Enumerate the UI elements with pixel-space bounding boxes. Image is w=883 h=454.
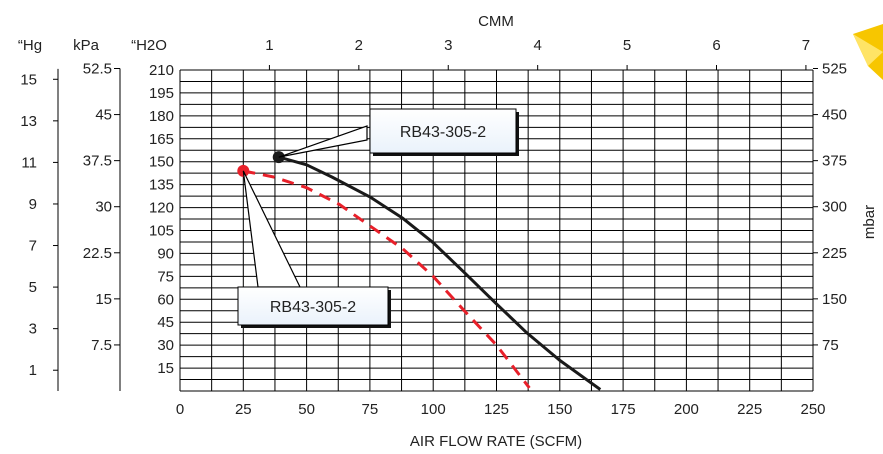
kpa-tick-label: 52.5 [83, 61, 112, 78]
logo-chevron-icon [853, 24, 883, 80]
h2o-tick-label: 180 [149, 108, 174, 125]
h2o-tick-label: 45 [157, 314, 174, 331]
series-line-1 [278, 155, 602, 391]
top-tick-label: 3 [444, 37, 452, 54]
hg-tick-label: 11 [21, 154, 37, 171]
x-tick-label: 200 [674, 401, 699, 418]
top-tick-label: 4 [533, 37, 541, 54]
kpa-tick-label: 30 [95, 199, 112, 216]
hg-tick-label: 7 [29, 238, 37, 255]
x-axis-title: AIR FLOW RATE (SCFM) [410, 433, 582, 450]
top-tick-label: 1 [265, 37, 273, 54]
kpa-tick-label: 7.5 [91, 337, 112, 354]
mbar-tick-label: 225 [822, 245, 847, 262]
h2o-tick-label: 30 [157, 337, 174, 354]
h2o-tick-label: 150 [149, 154, 174, 171]
kpa-tick-label: 15 [95, 291, 112, 308]
x-tick-label: 150 [547, 401, 572, 418]
callout-label: RB43-305-2 [270, 299, 356, 316]
callout-box [237, 286, 389, 326]
kpa-tick-label: 37.5 [83, 153, 112, 170]
hg-tick-label: 1 [29, 362, 37, 379]
left-axis-title-hg: “Hg [18, 37, 42, 54]
top-tick-label: 7 [802, 37, 810, 54]
hg-tick-label: 13 [20, 113, 37, 130]
h2o-tick-label: 60 [157, 291, 174, 308]
h2o-tick-label: 135 [149, 177, 174, 194]
mbar-tick-label: 300 [822, 199, 847, 216]
kpa-tick-label: 45 [95, 107, 112, 124]
h2o-tick-label: 120 [149, 200, 174, 217]
callout-label: RB43-305-2 [400, 124, 486, 141]
top-tick-label: 2 [355, 37, 363, 54]
mbar-tick-label: 525 [822, 61, 847, 78]
hg-tick-label: 15 [20, 71, 37, 88]
x-tick-label: 125 [484, 401, 509, 418]
h2o-tick-label: 90 [157, 245, 174, 262]
mbar-tick-label: 450 [822, 107, 847, 124]
h2o-tick-label: 15 [157, 360, 174, 377]
x-tick-label: 250 [800, 401, 825, 418]
callout-box [369, 108, 517, 154]
hg-tick-label: 9 [29, 196, 37, 213]
series-line-2 [243, 169, 531, 389]
left-axis-title-kpa: kPa [73, 37, 100, 54]
x-tick-label: 0 [176, 401, 184, 418]
mbar-tick-label: 375 [822, 153, 847, 170]
top-tick-label: 5 [623, 37, 631, 54]
mbar-tick-label: 75 [822, 337, 839, 354]
x-tick-label: 50 [298, 401, 315, 418]
callout-pointer [242, 170, 301, 288]
h2o-tick-label: 195 [149, 85, 174, 102]
x-tick-label: 100 [421, 401, 446, 418]
x-tick-label: 75 [362, 401, 379, 418]
callout-pointer [278, 125, 368, 158]
h2o-tick-label: 75 [157, 268, 174, 285]
h2o-tick-label: 105 [149, 223, 174, 240]
x-tick-label: 25 [235, 401, 252, 418]
left-axis-title-h2o: “H2O [131, 37, 167, 54]
callouts: RB43-305-2 RB43-305-2 [237, 108, 519, 328]
mbar-tick-label: 150 [822, 291, 847, 308]
hg-tick-label: 3 [29, 321, 37, 338]
x-tick-label: 175 [611, 401, 636, 418]
top-axis-title: CMM [478, 13, 514, 30]
x-tick-label: 225 [737, 401, 762, 418]
hg-tick-label: 5 [29, 279, 37, 296]
kpa-tick-label: 22.5 [83, 245, 112, 262]
top-tick-label: 6 [712, 37, 720, 54]
h2o-tick-label: 165 [149, 131, 174, 148]
h2o-tick-label: 210 [149, 62, 174, 79]
right-axis-title: mbar [861, 205, 878, 239]
